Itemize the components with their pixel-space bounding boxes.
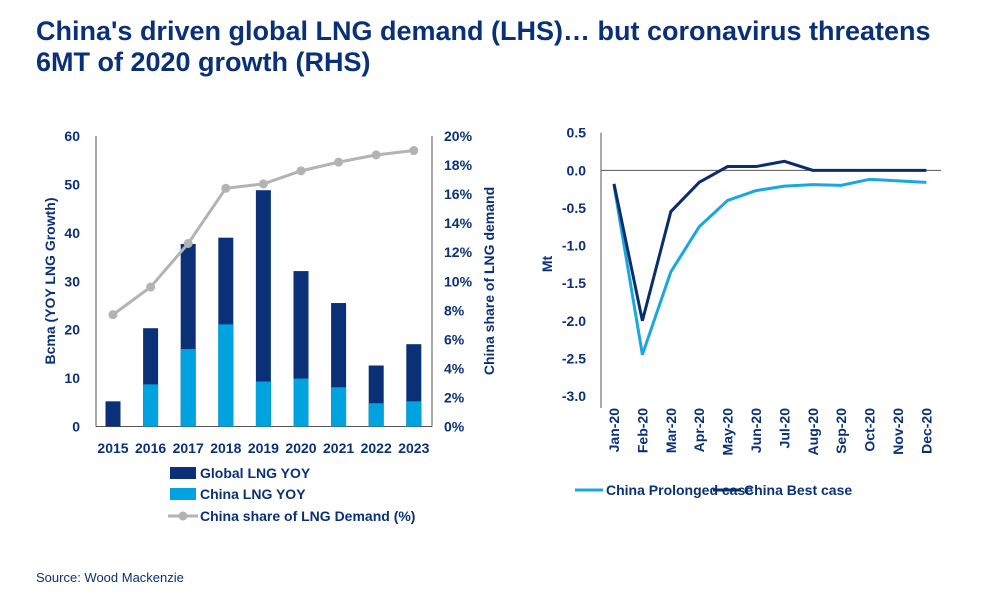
china-share-point [146, 282, 156, 292]
y2-tick-label: 12% [444, 244, 473, 260]
x-tick-label: 2015 [97, 440, 128, 456]
bar-global-lng-yoy [105, 401, 121, 427]
legend-label: China share of LNG Demand (%) [200, 508, 415, 524]
china-share-point [183, 238, 193, 248]
y-tick-label: -3.0 [562, 388, 586, 404]
x-tick-label: Mar-20 [663, 408, 679, 453]
legend-label: China Best case [744, 482, 852, 498]
legend-label: Global LNG YOY [200, 465, 311, 481]
x-tick-label: 2017 [173, 440, 204, 456]
china-share-point [371, 150, 381, 160]
x-tick-label: Nov-20 [890, 408, 906, 455]
y-tick-label: 20 [64, 322, 80, 338]
y-axis-title: Mt [539, 256, 555, 273]
y-tick-label: 30 [64, 273, 80, 289]
right-chart: 0.5 0.0 -0.5 -1.0 -1.5 -2.0 -2.5 -3.0 Mt Jan-20 Fe… [539, 125, 941, 498]
china-share-point [409, 146, 419, 156]
y-tick-label: -1.5 [562, 275, 586, 291]
x-tick-label: 2023 [398, 440, 429, 456]
y2-tick-label: 20% [444, 128, 473, 144]
x-tick-label: 2020 [285, 440, 316, 456]
y-tick-label: 0 [72, 419, 80, 435]
y2-tick-label: 16% [444, 186, 473, 202]
y-tick-label: 10 [64, 370, 80, 386]
y-tick-label: 0.0 [567, 162, 587, 178]
bar-china-lng-yoy [331, 387, 347, 427]
x-tick-label: 2022 [361, 440, 392, 456]
y2-tick-label: 0% [444, 419, 465, 435]
y2-axis-title: China share of LNG demand [481, 187, 497, 375]
bar-china-lng-yoy [218, 324, 234, 427]
x-tick-label: 2018 [210, 440, 241, 456]
legend-label: China LNG YOY [200, 486, 306, 502]
x-tick-label: Sep-20 [833, 408, 849, 454]
legend-swatch-global [170, 467, 196, 479]
bar-china-lng-yoy [255, 381, 271, 427]
y-tick-label: 50 [64, 176, 80, 192]
x-tick-label: Feb-20 [634, 408, 650, 453]
bar-china-lng-yoy [406, 401, 422, 427]
y2-tick-label: 18% [444, 157, 473, 173]
y-axis-title: Bcma (YOY LNG Growth) [42, 198, 58, 365]
y2-tick-label: 2% [444, 389, 465, 405]
x-tick-label: Jul-20 [776, 408, 792, 449]
y-tick-label: 60 [64, 128, 80, 144]
china-share-point [108, 310, 118, 320]
y2-tick-label: 8% [444, 302, 465, 318]
x-tick-label: Dec-20 [918, 408, 934, 454]
china-share-point [296, 166, 306, 176]
y-tick-label: -2.5 [562, 350, 586, 366]
x-tick-label: 2021 [323, 440, 354, 456]
y2-tick-label: 14% [444, 215, 473, 231]
china-share-point [334, 157, 344, 167]
bar-china-lng-yoy [293, 378, 309, 427]
bar-china-lng-yoy [180, 349, 196, 427]
x-tick-label: Jun-20 [748, 408, 764, 453]
bar-global-lng-yoy [255, 190, 271, 427]
legend-swatch-china [170, 488, 196, 500]
y-tick-label: -1.0 [562, 238, 586, 254]
x-tick-label: 2019 [248, 440, 279, 456]
y-tick-label: -2.0 [562, 313, 586, 329]
y2-tick-label: 4% [444, 360, 465, 376]
bar-china-lng-yoy [143, 384, 159, 427]
x-tick-label: Jan-20 [606, 408, 622, 453]
y-tick-label: 0.5 [567, 125, 587, 141]
y-tick-label: 40 [64, 225, 80, 241]
prolonged-case-line [612, 177, 927, 356]
y-tick-label: -0.5 [562, 200, 586, 216]
bar-china-lng-yoy [368, 403, 384, 427]
left-chart: 0 10 20 30 40 50 60 0% 2% 4% 6% 8% 10% 12% 14% 16% 18% 20… [42, 128, 497, 524]
x-tick-label: May-20 [720, 408, 736, 456]
x-tick-label: Oct-20 [862, 408, 878, 452]
legend-marker-share [178, 511, 188, 521]
x-tick-label: 2016 [135, 440, 166, 456]
source-note: Source: Wood Mackenzie [36, 570, 184, 585]
page-title: China's driven global LNG demand (LHS)… … [36, 16, 931, 77]
china-share-point [221, 183, 231, 193]
x-tick-label: Aug-20 [805, 408, 821, 456]
y2-tick-label: 6% [444, 331, 465, 347]
y2-tick-label: 10% [444, 273, 473, 289]
china-share-point [258, 179, 268, 189]
x-tick-label: Apr-20 [691, 408, 707, 453]
best-case-line [612, 159, 927, 322]
legend-label: China Prolonged case [606, 482, 753, 498]
